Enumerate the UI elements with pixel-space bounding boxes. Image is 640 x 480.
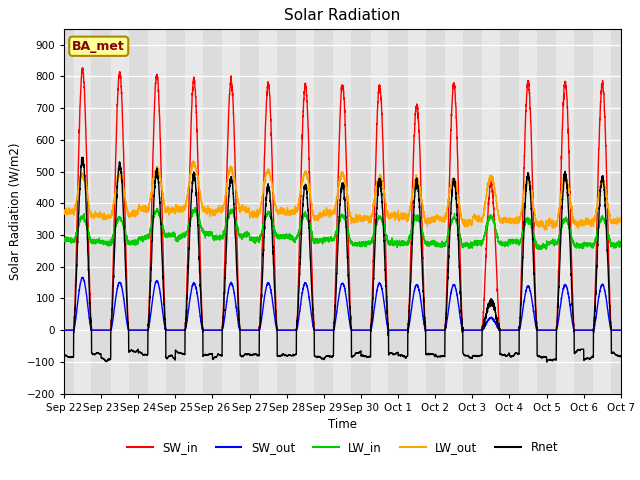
SW_in — [60, 327, 68, 333]
Rnet — [322, 354, 330, 360]
Bar — [74, 29, 92, 394]
Rnet — [616, 353, 624, 359]
SW_out — [161, 320, 168, 326]
LW_in — [499, 241, 507, 247]
SW_in — [499, 327, 507, 333]
Bar — [371, 29, 388, 394]
SW_out — [322, 327, 330, 333]
LW_out — [616, 217, 624, 223]
LW_in — [322, 235, 330, 240]
Legend: SW_in, SW_out, LW_in, LW_out, Rnet: SW_in, SW_out, LW_in, LW_out, Rnet — [122, 436, 563, 459]
Line: SW_out: SW_out — [64, 277, 621, 330]
Bar — [259, 29, 277, 394]
SW_out — [79, 275, 87, 280]
Bar — [482, 29, 500, 394]
SW_in — [79, 65, 87, 71]
LW_out — [467, 221, 475, 227]
Bar — [445, 29, 463, 394]
SW_out — [60, 327, 68, 333]
SW_in — [322, 327, 330, 333]
LW_in — [436, 244, 444, 250]
Rnet — [499, 352, 507, 358]
Bar — [519, 29, 537, 394]
Rnet — [161, 302, 168, 308]
SW_in — [617, 327, 625, 333]
Rnet — [436, 354, 444, 360]
Text: BA_met: BA_met — [72, 40, 125, 53]
LW_out — [499, 219, 507, 225]
LW_in — [467, 243, 475, 249]
LW_out — [541, 227, 548, 233]
X-axis label: Time: Time — [328, 418, 357, 431]
SW_in — [616, 327, 624, 333]
Line: Rnet: Rnet — [64, 157, 621, 362]
Rnet — [467, 356, 475, 361]
Bar — [408, 29, 426, 394]
Rnet — [617, 354, 625, 360]
Bar — [185, 29, 203, 394]
SW_in — [161, 290, 168, 296]
SW_out — [499, 327, 507, 333]
LW_out — [60, 208, 68, 214]
SW_out — [616, 327, 624, 333]
Bar — [148, 29, 166, 394]
SW_out — [617, 327, 625, 333]
SW_out — [436, 327, 444, 333]
Bar — [556, 29, 574, 394]
SW_in — [467, 327, 475, 333]
LW_out — [160, 201, 168, 207]
LW_out — [436, 215, 444, 220]
Rnet — [79, 155, 86, 160]
Bar — [296, 29, 314, 394]
LW_out — [322, 213, 330, 218]
Line: SW_in: SW_in — [64, 68, 621, 330]
Bar — [333, 29, 351, 394]
Rnet — [543, 359, 550, 365]
Bar — [111, 29, 129, 394]
Line: LW_in: LW_in — [64, 208, 621, 250]
LW_in — [536, 247, 544, 252]
LW_in — [60, 238, 68, 243]
LW_in — [160, 228, 168, 234]
Line: LW_out: LW_out — [64, 161, 621, 230]
Y-axis label: Solar Radiation (W/m2): Solar Radiation (W/m2) — [8, 143, 21, 280]
Bar — [593, 29, 611, 394]
LW_in — [616, 241, 624, 247]
Title: Solar Radiation: Solar Radiation — [284, 9, 401, 24]
LW_in — [617, 241, 625, 247]
Bar — [222, 29, 240, 394]
Rnet — [60, 351, 68, 357]
LW_out — [617, 217, 625, 223]
LW_in — [191, 205, 199, 211]
SW_out — [467, 327, 475, 333]
LW_out — [189, 158, 196, 164]
SW_in — [436, 327, 444, 333]
